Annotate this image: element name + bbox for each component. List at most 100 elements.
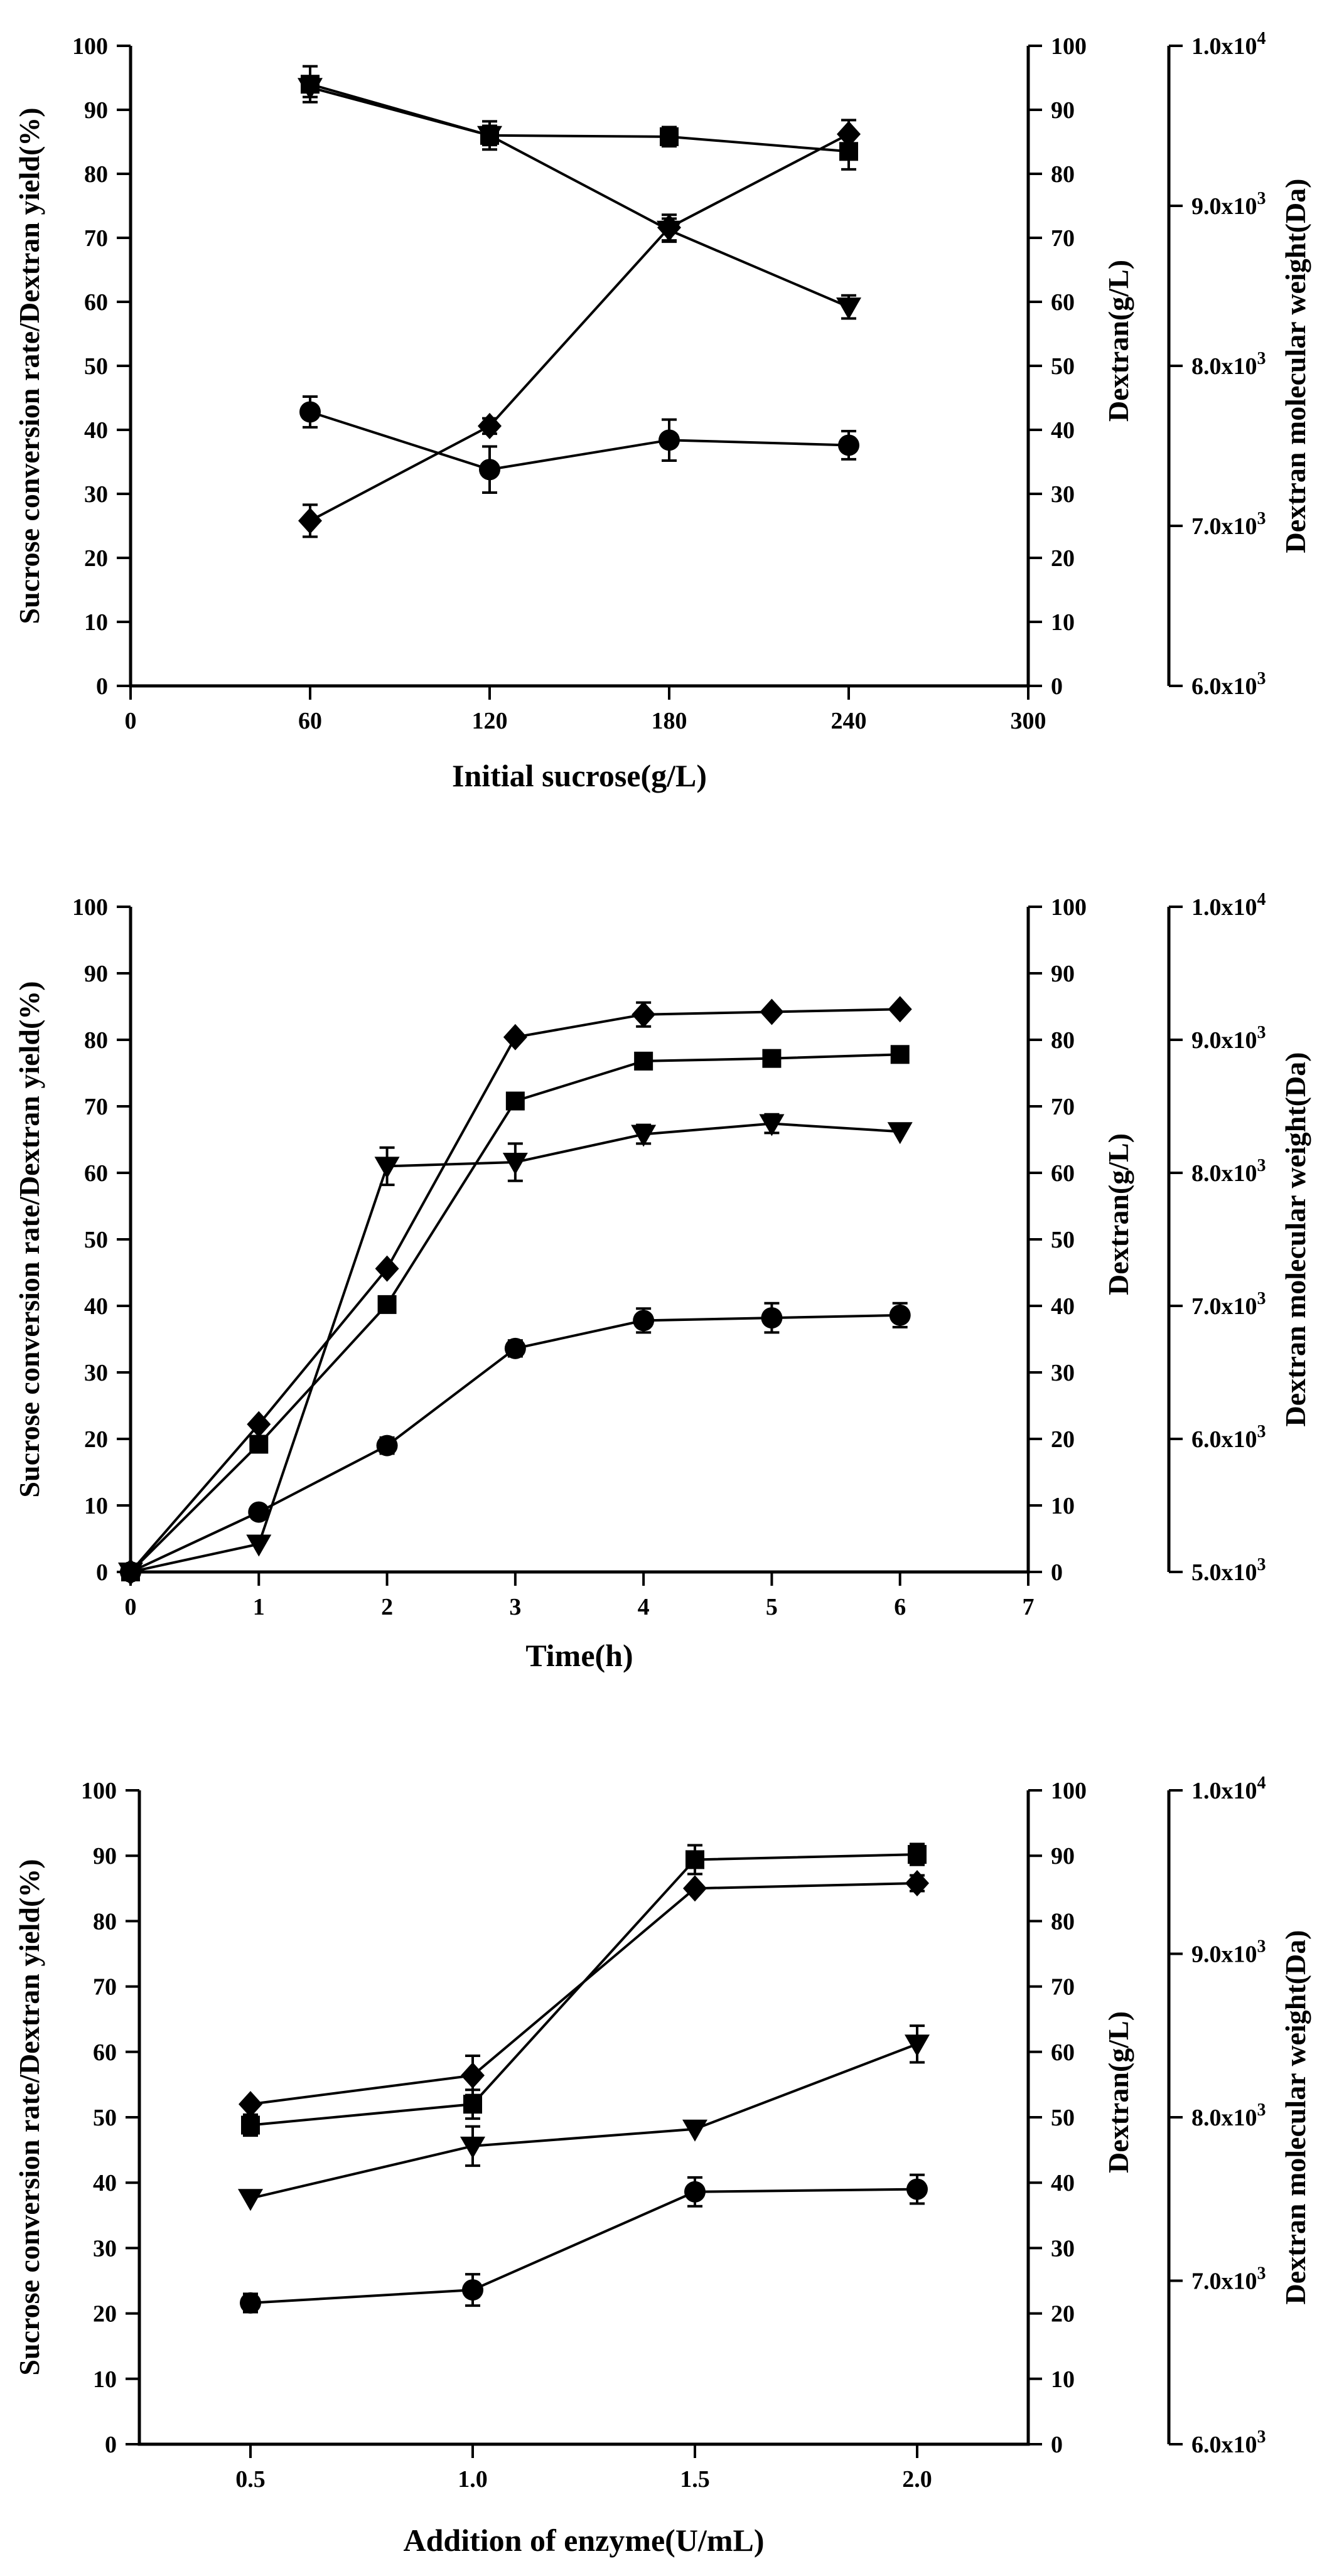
series-diamond	[298, 119, 861, 538]
data-point-diamond	[503, 1023, 527, 1050]
right-y-tick-label: 100	[1051, 894, 1087, 921]
data-point-diamond	[632, 1001, 656, 1028]
far-y-tick-label: 8.0x103	[1191, 1156, 1266, 1187]
data-point-circle	[504, 1337, 526, 1359]
right-y-tick-label: 0	[1051, 1559, 1063, 1586]
right-y-tick-label: 90	[1051, 961, 1075, 987]
series-square	[121, 1045, 910, 1581]
left-y-tick-label: 50	[84, 1227, 108, 1253]
far-y-tick-label: 6.0x103	[1191, 1422, 1266, 1453]
data-point-triangle	[682, 2119, 707, 2142]
data-point-square	[890, 1045, 910, 1064]
chart-3: 0.5 1.0 1.5 2.0 0 0 10 10 20 20 30 30 40 40 50 50 60 60 70…	[13, 1773, 1311, 2558]
left-y-tick-label: 30	[84, 481, 108, 508]
series-circle	[120, 1301, 911, 1583]
left-y-tick-label: 10	[84, 609, 108, 636]
data-point-square	[249, 1435, 269, 1454]
series-triangle	[298, 77, 861, 320]
data-point-diamond	[239, 2091, 262, 2118]
data-point-square	[634, 1051, 653, 1071]
left-y-tick-label: 60	[84, 289, 108, 316]
data-point-circle	[889, 1304, 911, 1326]
right-y-axis-label: Dextran(g/L)	[1102, 260, 1134, 422]
x-axis-label: Initial sucrose(g/L)	[452, 758, 707, 793]
series-line-square	[129, 1053, 900, 1573]
right-y-tick-label: 20	[1051, 545, 1075, 572]
left-y-tick-label: 30	[84, 1360, 108, 1386]
right-y-tick-label: 40	[1051, 1293, 1075, 1320]
x-tick-label: 1.0	[458, 2466, 488, 2493]
data-point-triangle	[759, 1114, 785, 1136]
left-y-tick-label: 60	[93, 2039, 117, 2066]
left-y-tick-label: 0	[96, 1559, 108, 1586]
data-point-diamond	[683, 1875, 707, 1902]
right-y-axis-label: Dextran(g/L)	[1102, 2011, 1134, 2173]
right-y-tick-label: 10	[1051, 609, 1075, 636]
data-point-triangle	[836, 297, 861, 320]
series-line-diamond	[250, 1881, 918, 2106]
far-y-tick-label: 9.0x103	[1191, 1023, 1266, 1054]
data-point-triangle	[238, 2189, 263, 2211]
left-y-tick-label: 100	[72, 894, 108, 921]
data-point-diamond	[247, 1411, 271, 1438]
right-y-tick-label: 50	[1051, 353, 1075, 380]
left-y-tick-label: 100	[81, 1778, 117, 1804]
right-y-tick-label: 90	[1051, 97, 1075, 124]
far-y-tick-label: 7.0x103	[1191, 2264, 1266, 2295]
x-tick-label: 1	[253, 1594, 265, 1620]
data-point-square	[908, 1845, 927, 1864]
left-y-tick-label: 30	[93, 2235, 117, 2262]
data-point-square	[241, 2115, 260, 2135]
right-y-tick-label: 80	[1051, 1027, 1075, 1054]
right-y-tick-label: 20	[1051, 1426, 1075, 1453]
data-point-diamond	[888, 996, 912, 1023]
left-y-axis-label: Sucrose conversion rate/Dextran yield(%)	[13, 981, 45, 1497]
data-point-diamond	[461, 2062, 485, 2089]
data-point-triangle	[374, 1157, 400, 1179]
x-tick-label: 180	[652, 708, 687, 734]
x-tick-label: 3	[509, 1594, 521, 1620]
data-point-square	[377, 1295, 397, 1314]
right-y-tick-label: 70	[1051, 225, 1075, 252]
far-y-tick-label: 8.0x103	[1191, 2100, 1266, 2131]
x-tick-label: 120	[472, 708, 508, 734]
data-point-triangle	[887, 1122, 913, 1145]
data-point-triangle	[298, 78, 323, 100]
left-y-tick-label: 70	[84, 1094, 108, 1120]
series-triangle	[238, 2024, 930, 2211]
far-y-tick-label: 6.0x103	[1191, 2427, 1266, 2458]
left-y-tick-label: 0	[105, 2432, 117, 2458]
left-y-tick-label: 50	[93, 2105, 117, 2131]
right-y-tick-label: 0	[1051, 2432, 1063, 2458]
data-point-square	[762, 1049, 782, 1068]
right-y-tick-label: 60	[1051, 2039, 1075, 2066]
far-y-tick-label: 1.0x104	[1191, 1773, 1266, 1804]
x-tick-label: 7	[1023, 1594, 1035, 1620]
data-point-circle	[479, 459, 500, 481]
right-y-tick-label: 100	[1051, 1778, 1087, 1804]
series-diamond	[119, 996, 912, 1585]
data-point-circle	[299, 401, 321, 423]
left-y-tick-label: 100	[72, 33, 108, 60]
left-y-tick-label: 10	[84, 1493, 108, 1519]
far-y-tick-label: 7.0x103	[1191, 1289, 1266, 1320]
x-tick-label: 5	[766, 1594, 778, 1620]
x-axis-label: Time(h)	[525, 1638, 633, 1673]
data-point-diamond	[905, 1869, 929, 1896]
left-y-tick-label: 40	[84, 417, 108, 444]
data-point-square	[505, 1091, 525, 1111]
x-tick-label: 0	[125, 1594, 137, 1620]
right-y-tick-label: 20	[1051, 2301, 1075, 2327]
left-y-tick-label: 80	[93, 1908, 117, 1935]
right-y-tick-label: 30	[1051, 2235, 1075, 2262]
series-line-diamond	[309, 132, 849, 522]
series-line-square	[250, 1853, 918, 2127]
left-y-tick-label: 20	[84, 545, 108, 572]
data-point-circle	[659, 429, 680, 451]
far-y-tick-label: 5.0x103	[1191, 1555, 1266, 1586]
far-y-tick-label: 8.0x103	[1191, 349, 1266, 380]
x-tick-label: 2.0	[902, 2466, 932, 2493]
series-square	[301, 65, 858, 171]
